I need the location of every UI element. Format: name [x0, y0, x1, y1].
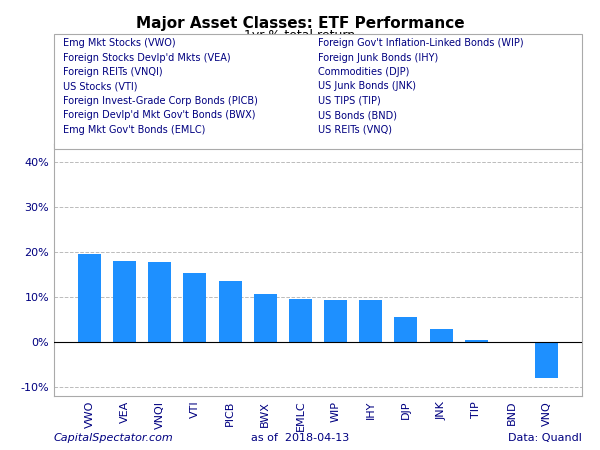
Bar [535, 342, 558, 378]
Bar [184, 273, 206, 342]
Bar [359, 300, 382, 342]
Text: as of  2018-04-13: as of 2018-04-13 [251, 433, 349, 443]
Text: Major Asset Classes: ETF Performance: Major Asset Classes: ETF Performance [136, 16, 464, 31]
Bar [500, 342, 523, 343]
Bar [394, 317, 418, 342]
Bar [289, 299, 312, 342]
Bar [324, 300, 347, 342]
Bar [113, 261, 136, 342]
Bar [78, 254, 101, 342]
Bar [430, 328, 452, 342]
Bar [254, 294, 277, 342]
Text: Foreign Gov't Inflation-Linked Bonds (WIP)
Foreign Junk Bonds (IHY)
Commodities : Foreign Gov't Inflation-Linked Bonds (WI… [318, 38, 524, 135]
Text: Data: Quandl: Data: Quandl [508, 433, 582, 443]
Bar [148, 262, 171, 342]
Text: 1yr % total return: 1yr % total return [244, 29, 356, 42]
Text: CapitalSpectator.com: CapitalSpectator.com [54, 433, 174, 443]
Bar [465, 340, 488, 342]
Bar [218, 281, 242, 342]
Text: Emg Mkt Stocks (VWO)
Foreign Stocks Devlp'd Mkts (VEA)
Foreign REITs (VNQI)
US S: Emg Mkt Stocks (VWO) Foreign Stocks Devl… [63, 38, 258, 135]
